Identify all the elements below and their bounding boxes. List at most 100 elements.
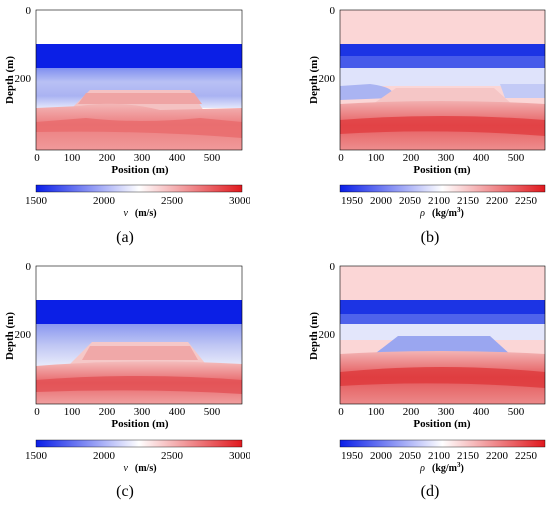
plot-frame <box>35 265 243 405</box>
ylabel: Depth (m) <box>308 312 320 360</box>
panel-caption: (c) <box>116 483 134 500</box>
xtick-400: 400 <box>473 152 490 164</box>
panel-c-figure: 0 200 Depth (m) 0 100 200 300 400 500 Po… <box>4 261 252 500</box>
panel-b: 0 200 Depth (m) 0 100 200 300 400 500 Po… <box>300 0 550 255</box>
cb-tick-4: 3000 <box>229 195 250 207</box>
xtick-200: 200 <box>403 406 420 418</box>
cb-tick-2: 2000 <box>93 450 116 462</box>
panel-caption: (b) <box>421 229 440 246</box>
lower-band <box>340 367 545 388</box>
cb-tick-1: 1500 <box>25 195 48 207</box>
colorbar-label: ρ (kg/m3) <box>419 458 464 475</box>
ytick-0: 0 <box>26 261 32 273</box>
cb-tick-1: 1500 <box>25 450 48 462</box>
xtick-500: 500 <box>204 152 221 164</box>
xtick-100: 100 <box>64 152 81 164</box>
ytick-200: 200 <box>319 73 336 85</box>
middle-layer <box>340 68 545 86</box>
ytick-200: 200 <box>15 73 32 85</box>
ytick-0: 0 <box>330 5 336 17</box>
plot-frame <box>339 265 546 405</box>
colorbar <box>35 184 243 193</box>
dome-body <box>372 336 512 356</box>
cb-tick-7: 2250 <box>515 450 538 462</box>
xtick-300: 300 <box>438 406 455 418</box>
ytick-200: 200 <box>15 329 32 341</box>
lower-band <box>36 376 242 394</box>
upper-layer <box>36 300 242 324</box>
cb-tick-4: 3000 <box>229 450 250 462</box>
colorbar-label: v (m/s) <box>123 203 156 220</box>
xtick-100: 100 <box>368 152 385 164</box>
cb-tick-2: 2000 <box>370 450 393 462</box>
xtick-0: 0 <box>338 406 344 418</box>
xtick-300: 300 <box>134 152 151 164</box>
cb-tick-2: 2000 <box>93 195 116 207</box>
xtick-0: 0 <box>338 152 344 164</box>
cb-tick-3: 2050 <box>399 450 422 462</box>
lower-band <box>36 118 242 138</box>
model-image <box>36 10 242 150</box>
panel-d: 0 200 Depth (m) 0 100 200 300 400 500 Po… <box>300 256 550 510</box>
xlabel: Position (m) <box>111 164 168 176</box>
panel-caption: (d) <box>421 483 440 500</box>
lower-band <box>340 116 545 136</box>
ytick-0: 0 <box>26 5 32 17</box>
plot-frame <box>339 9 546 151</box>
panel-b-figure: 0 200 Depth (m) 0 100 200 300 400 500 Po… <box>308 5 546 246</box>
colorbar <box>339 184 546 193</box>
cb-tick-7: 2250 <box>515 195 538 207</box>
xlabel: Position (m) <box>111 418 168 430</box>
dome-core <box>78 93 202 104</box>
xtick-0: 0 <box>34 406 40 418</box>
cb-tick-4: 2100 <box>428 450 451 462</box>
colorbar-label: v (m/s) <box>123 458 156 475</box>
cb-tick-5: 2150 <box>457 195 480 207</box>
colorbar <box>339 439 546 448</box>
xtick-200: 200 <box>403 152 420 164</box>
colorbar <box>35 439 243 448</box>
ylabel: Depth (m) <box>4 56 16 104</box>
xtick-500: 500 <box>204 406 221 418</box>
cb-tick-6: 2200 <box>486 195 509 207</box>
ytick-200: 200 <box>319 329 336 341</box>
xtick-100: 100 <box>64 406 81 418</box>
plot-frame <box>35 9 243 151</box>
cb-tick-3: 2500 <box>161 450 184 462</box>
xtick-400: 400 <box>169 152 186 164</box>
panel-a: 0 200 Depth (m) 0 100 200 300 400 500 Po… <box>0 0 252 255</box>
model-image <box>36 266 242 404</box>
panel-a-figure: 0 200 Depth (m) 0 100 200 300 400 500 Po… <box>4 5 252 246</box>
cb-tick-2: 2000 <box>370 195 393 207</box>
dome-core <box>82 346 198 360</box>
xlabel: Position (m) <box>413 164 470 176</box>
cb-tick-3: 2500 <box>161 195 184 207</box>
xtick-200: 200 <box>99 406 116 418</box>
cb-tick-5: 2150 <box>457 450 480 462</box>
cb-tick-1: 1950 <box>341 450 364 462</box>
model-image <box>340 266 545 404</box>
xtick-100: 100 <box>368 406 385 418</box>
xtick-500: 500 <box>508 406 525 418</box>
xtick-400: 400 <box>169 406 186 418</box>
panel-caption: (a) <box>116 229 134 246</box>
xtick-300: 300 <box>134 406 151 418</box>
cb-tick-6: 2200 <box>486 450 509 462</box>
xlabel: Position (m) <box>413 418 470 430</box>
cb-tick-4: 2100 <box>428 195 451 207</box>
cb-tick-3: 2050 <box>399 195 422 207</box>
ytick-0: 0 <box>330 261 336 273</box>
colorbar-label: ρ (kg/m3) <box>419 203 464 220</box>
ylabel: Depth (m) <box>4 312 16 360</box>
xtick-200: 200 <box>99 152 116 164</box>
upper-layer <box>36 44 242 68</box>
xtick-300: 300 <box>438 152 455 164</box>
model-image <box>340 10 545 150</box>
xtick-0: 0 <box>34 152 40 164</box>
cb-tick-1: 1950 <box>341 195 364 207</box>
middle-layer <box>340 324 545 340</box>
panel-c: 0 200 Depth (m) 0 100 200 300 400 500 Po… <box>0 256 252 510</box>
panel-d-figure: 0 200 Depth (m) 0 100 200 300 400 500 Po… <box>308 261 546 500</box>
ylabel: Depth (m) <box>308 56 320 104</box>
xtick-400: 400 <box>473 406 490 418</box>
